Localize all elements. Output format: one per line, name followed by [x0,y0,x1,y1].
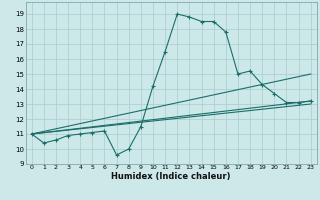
X-axis label: Humidex (Indice chaleur): Humidex (Indice chaleur) [111,172,231,181]
